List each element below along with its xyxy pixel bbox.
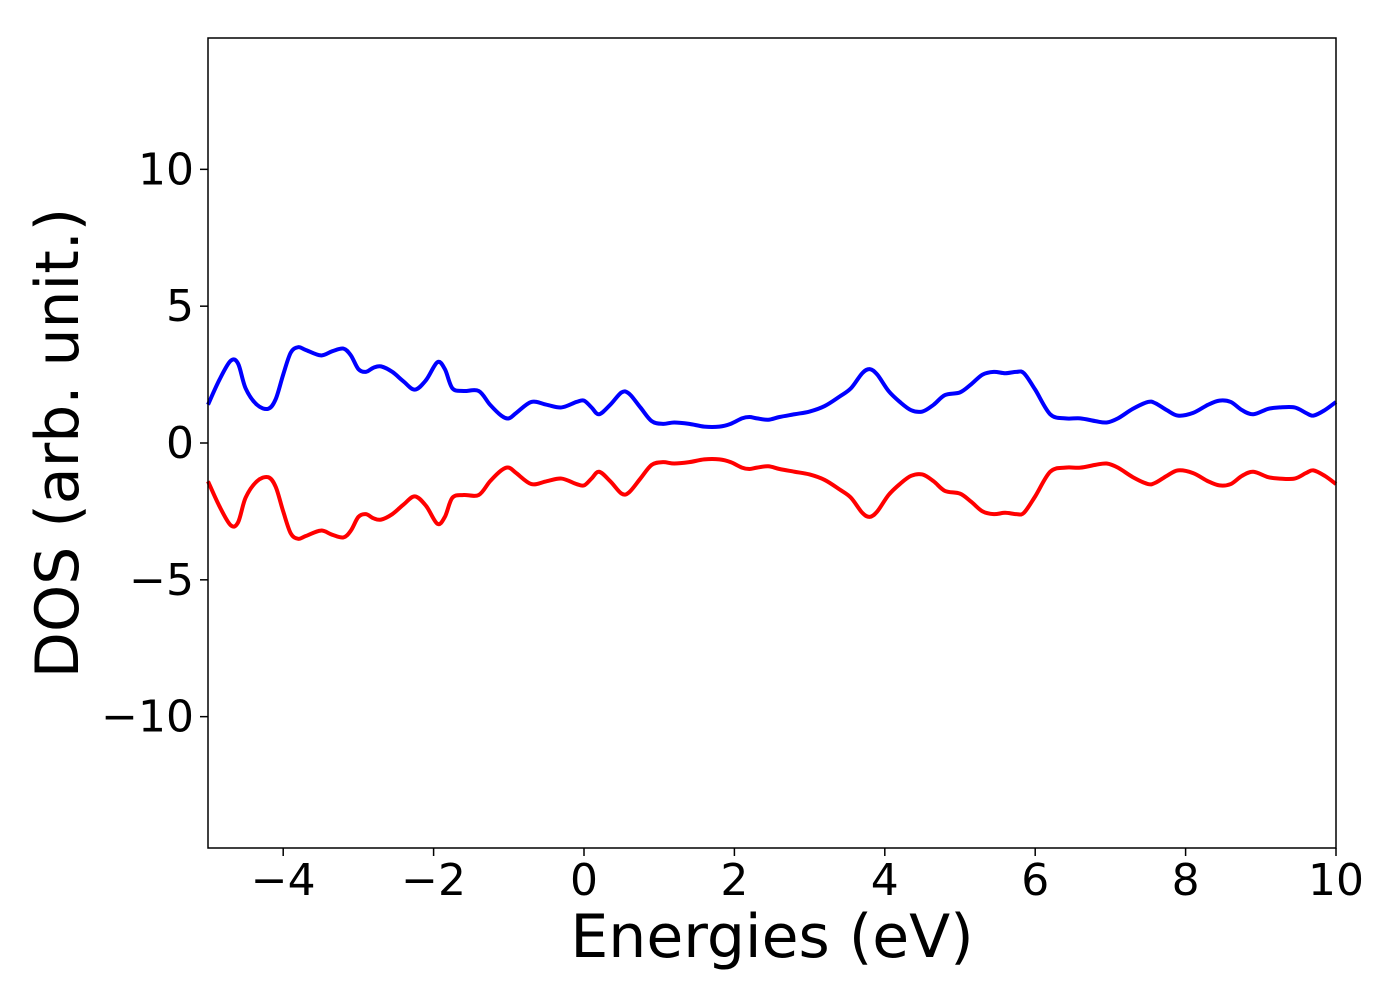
x-tick-label: 6 [1021,855,1049,906]
y-tick-label: −5 [129,555,194,606]
x-tick-label: 4 [871,855,899,906]
y-axis-label: DOS (arb. unit.) [23,208,93,678]
x-tick-label: −2 [401,855,466,906]
dos-line-negative [206,457,1338,541]
x-tick-label: 2 [720,855,748,906]
x-tick-label: 10 [1308,855,1364,906]
y-tick-label: 0 [166,418,194,469]
x-tick-label: 0 [570,855,598,906]
series-layer [206,345,1338,541]
dos-line-positive [206,345,1338,429]
x-tick-label: 8 [1172,855,1200,906]
y-tick-label: −10 [101,692,194,743]
x-axis-ticks: −4 −2 0 2 4 6 8 10 [251,848,1364,906]
x-axis-label: Energies (eV) [570,902,973,972]
x-tick-label: −4 [251,855,316,906]
y-tick-label: 10 [138,144,194,195]
y-axis-ticks: −10 −5 0 5 10 [101,144,208,743]
y-tick-label: 5 [166,281,194,332]
